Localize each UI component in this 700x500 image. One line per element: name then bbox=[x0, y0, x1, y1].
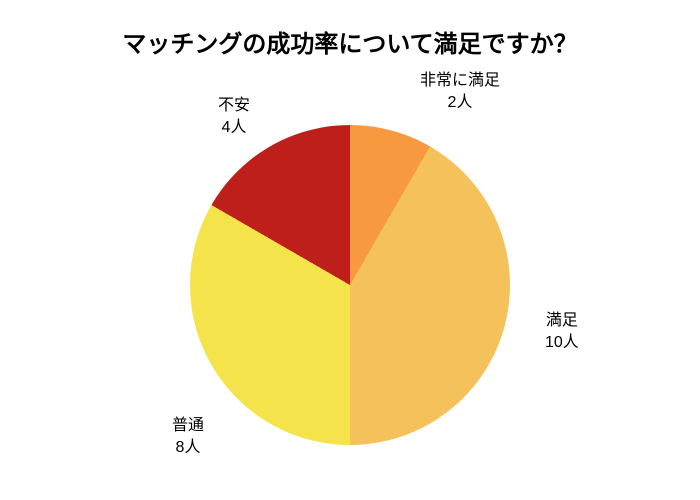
slice-label-name: 満足 bbox=[545, 310, 579, 332]
slice-label-value: 8人 bbox=[172, 437, 204, 459]
slice-label: 普通8人 bbox=[172, 415, 204, 458]
slice-label: 不安4人 bbox=[218, 95, 250, 138]
slice-label-value: 4人 bbox=[218, 117, 250, 139]
slice-label-name: 不安 bbox=[218, 95, 250, 117]
slice-label: 非常に満足2人 bbox=[420, 70, 500, 113]
slice-label-name: 非常に満足 bbox=[420, 70, 500, 92]
slice-label-name: 普通 bbox=[172, 415, 204, 437]
chart-title: マッチングの成功率について満足ですか？ bbox=[0, 24, 700, 59]
slice-label-value: 10人 bbox=[545, 332, 579, 354]
chart-container: マッチングの成功率について満足ですか？ 非常に満足2人満足10人普通8人 不安4人 bbox=[0, 0, 700, 500]
slice-label: 満足10人 bbox=[545, 310, 579, 353]
slice-label-value: 2人 bbox=[420, 92, 500, 114]
pie-chart bbox=[190, 125, 510, 445]
